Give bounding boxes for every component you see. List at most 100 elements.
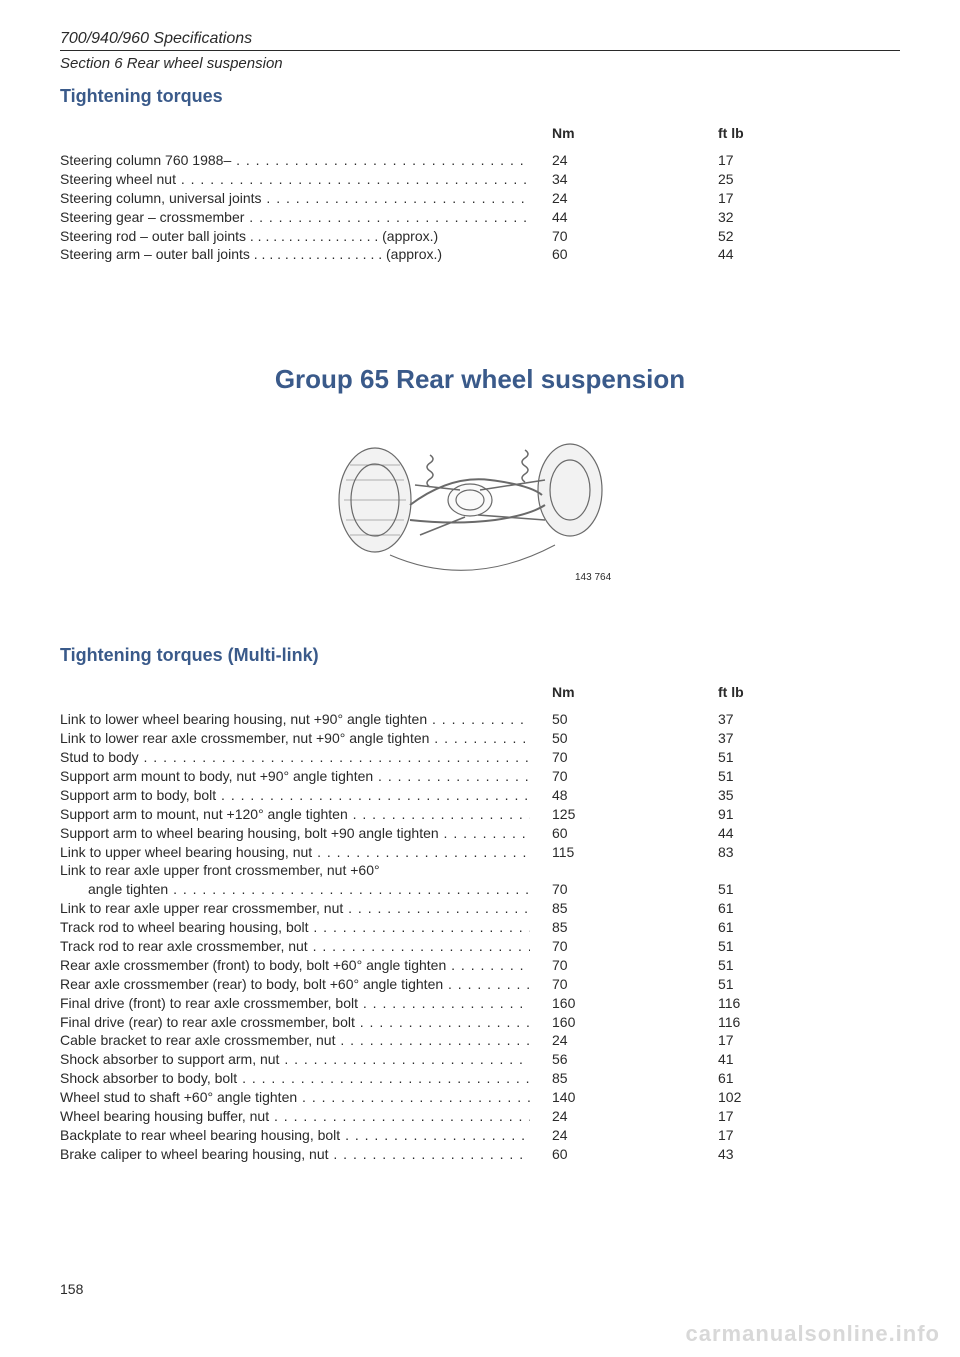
row-label: Support arm mount to body, nut +90° angl… bbox=[60, 767, 530, 786]
row-nm: 50 bbox=[530, 710, 670, 729]
row-nm: 24 bbox=[530, 1031, 670, 1050]
row-ftlb: 116 bbox=[670, 1013, 810, 1032]
row-label: Brake caliper to wheel bearing housing, … bbox=[60, 1145, 530, 1164]
row-label: Steering rod – outer ball joints . . . .… bbox=[60, 227, 530, 246]
row-ftlb: 44 bbox=[670, 824, 810, 843]
page-number: 158 bbox=[60, 1281, 83, 1297]
row-ftlb: 102 bbox=[670, 1088, 810, 1107]
row-nm: 70 bbox=[530, 748, 670, 767]
row-nm: 70 bbox=[530, 767, 670, 786]
row-ftlb: 61 bbox=[670, 899, 810, 918]
row-nm: 60 bbox=[530, 824, 670, 843]
figure-number: 143 764 bbox=[575, 572, 612, 583]
table-row: Link to rear axle upper front crossmembe… bbox=[60, 861, 900, 880]
row-nm: 160 bbox=[530, 994, 670, 1013]
table-row: Rear axle crossmember (front) to body, b… bbox=[60, 956, 900, 975]
row-nm: 70 bbox=[530, 956, 670, 975]
row-label: Steering gear – crossmember bbox=[60, 208, 530, 227]
row-label: Shock absorber to body, bolt bbox=[60, 1069, 530, 1088]
row-ftlb: 51 bbox=[670, 767, 810, 786]
table-header: Nm ft lb bbox=[60, 125, 900, 141]
row-label: Track rod to wheel bearing housing, bolt bbox=[60, 918, 530, 937]
row-nm: 160 bbox=[530, 1013, 670, 1032]
col-nm: Nm bbox=[530, 684, 670, 700]
manual-title: 700/940/960 Specifications bbox=[60, 30, 900, 48]
row-ftlb: 83 bbox=[670, 843, 810, 862]
table-row: Wheel bearing housing buffer, nut2417 bbox=[60, 1107, 900, 1126]
row-label: Link to rear axle upper front crossmembe… bbox=[60, 861, 530, 880]
row-ftlb: 41 bbox=[670, 1050, 810, 1069]
table-row: Steering column, universal joints2417 bbox=[60, 189, 900, 208]
table-row: Steering wheel nut3425 bbox=[60, 170, 900, 189]
row-nm: 60 bbox=[530, 245, 670, 264]
row-nm: 125 bbox=[530, 805, 670, 824]
table-row: Link to lower rear axle crossmember, nut… bbox=[60, 729, 900, 748]
row-label: Shock absorber to support arm, nut bbox=[60, 1050, 530, 1069]
torque-table-1: Nm ft lb Steering column 760 1988–2417St… bbox=[60, 125, 900, 264]
row-label: Rear axle crossmember (front) to body, b… bbox=[60, 956, 530, 975]
row-ftlb: 61 bbox=[670, 1069, 810, 1088]
table-row: Link to rear axle upper rear crossmember… bbox=[60, 899, 900, 918]
row-label: angle tighten bbox=[60, 880, 530, 899]
row-nm: 34 bbox=[530, 170, 670, 189]
table-row: Backplate to rear wheel bearing housing,… bbox=[60, 1126, 900, 1145]
row-ftlb: 17 bbox=[670, 189, 810, 208]
header-rule bbox=[60, 50, 900, 51]
table-row: Brake caliper to wheel bearing housing, … bbox=[60, 1145, 900, 1164]
table-row: Support arm to body, bolt4835 bbox=[60, 786, 900, 805]
row-nm: 115 bbox=[530, 843, 670, 862]
row-ftlb: 51 bbox=[670, 748, 810, 767]
table-row: Wheel stud to shaft +60° angle tighten14… bbox=[60, 1088, 900, 1107]
col-nm: Nm bbox=[530, 125, 670, 141]
row-label: Final drive (front) to rear axle crossme… bbox=[60, 994, 530, 1013]
row-ftlb: 17 bbox=[670, 1126, 810, 1145]
table-row: Steering rod – outer ball joints . . . .… bbox=[60, 227, 900, 246]
row-label: Steering column, universal joints bbox=[60, 189, 530, 208]
row-nm: 70 bbox=[530, 975, 670, 994]
row-label: Stud to body bbox=[60, 748, 530, 767]
row-ftlb: 43 bbox=[670, 1145, 810, 1164]
table-row: Support arm to mount, nut +120° angle ti… bbox=[60, 805, 900, 824]
row-ftlb: 51 bbox=[670, 975, 810, 994]
table-row: Link to upper wheel bearing housing, nut… bbox=[60, 843, 900, 862]
watermark: carmanualsonline.info bbox=[686, 1321, 941, 1347]
row-ftlb: 17 bbox=[670, 151, 810, 170]
row-nm: 60 bbox=[530, 1145, 670, 1164]
row-ftlb: 17 bbox=[670, 1031, 810, 1050]
row-label: Steering column 760 1988– bbox=[60, 151, 530, 170]
row-label: Wheel bearing housing buffer, nut bbox=[60, 1107, 530, 1126]
row-nm: 48 bbox=[530, 786, 670, 805]
row-label: Link to lower wheel bearing housing, nut… bbox=[60, 710, 530, 729]
row-nm: 85 bbox=[530, 899, 670, 918]
row-ftlb: 17 bbox=[670, 1107, 810, 1126]
row-nm: 24 bbox=[530, 1126, 670, 1145]
row-ftlb: 44 bbox=[670, 245, 810, 264]
section-line: Section 6 Rear wheel suspension bbox=[60, 55, 900, 72]
row-nm: 24 bbox=[530, 189, 670, 208]
row-ftlb: 51 bbox=[670, 956, 810, 975]
torque-table-2: Nm ft lb Link to lower wheel bearing hou… bbox=[60, 684, 900, 1163]
table-row: Track rod to rear axle crossmember, nut7… bbox=[60, 937, 900, 956]
row-nm: 56 bbox=[530, 1050, 670, 1069]
table-row: Rear axle crossmember (rear) to body, bo… bbox=[60, 975, 900, 994]
row-label: Support arm to wheel bearing housing, bo… bbox=[60, 824, 530, 843]
row-nm: 85 bbox=[530, 918, 670, 937]
row-nm: 140 bbox=[530, 1088, 670, 1107]
table-row: Final drive (rear) to rear axle crossmem… bbox=[60, 1013, 900, 1032]
table-row: Steering arm – outer ball joints . . . .… bbox=[60, 245, 900, 264]
table-row: Support arm mount to body, nut +90° angl… bbox=[60, 767, 900, 786]
table-row: Stud to body7051 bbox=[60, 748, 900, 767]
row-nm: 44 bbox=[530, 208, 670, 227]
section2-heading: Tightening torques (Multi-link) bbox=[60, 645, 900, 666]
section1-heading: Tightening torques bbox=[60, 86, 900, 107]
row-ftlb bbox=[670, 861, 810, 880]
table-row: Shock absorber to body, bolt8561 bbox=[60, 1069, 900, 1088]
row-ftlb: 51 bbox=[670, 937, 810, 956]
row-nm: 24 bbox=[530, 151, 670, 170]
table-row: Steering column 760 1988–2417 bbox=[60, 151, 900, 170]
row-ftlb: 52 bbox=[670, 227, 810, 246]
row-ftlb: 35 bbox=[670, 786, 810, 805]
row-nm bbox=[530, 861, 670, 880]
row-nm: 70 bbox=[530, 937, 670, 956]
table-row: Shock absorber to support arm, nut5641 bbox=[60, 1050, 900, 1069]
